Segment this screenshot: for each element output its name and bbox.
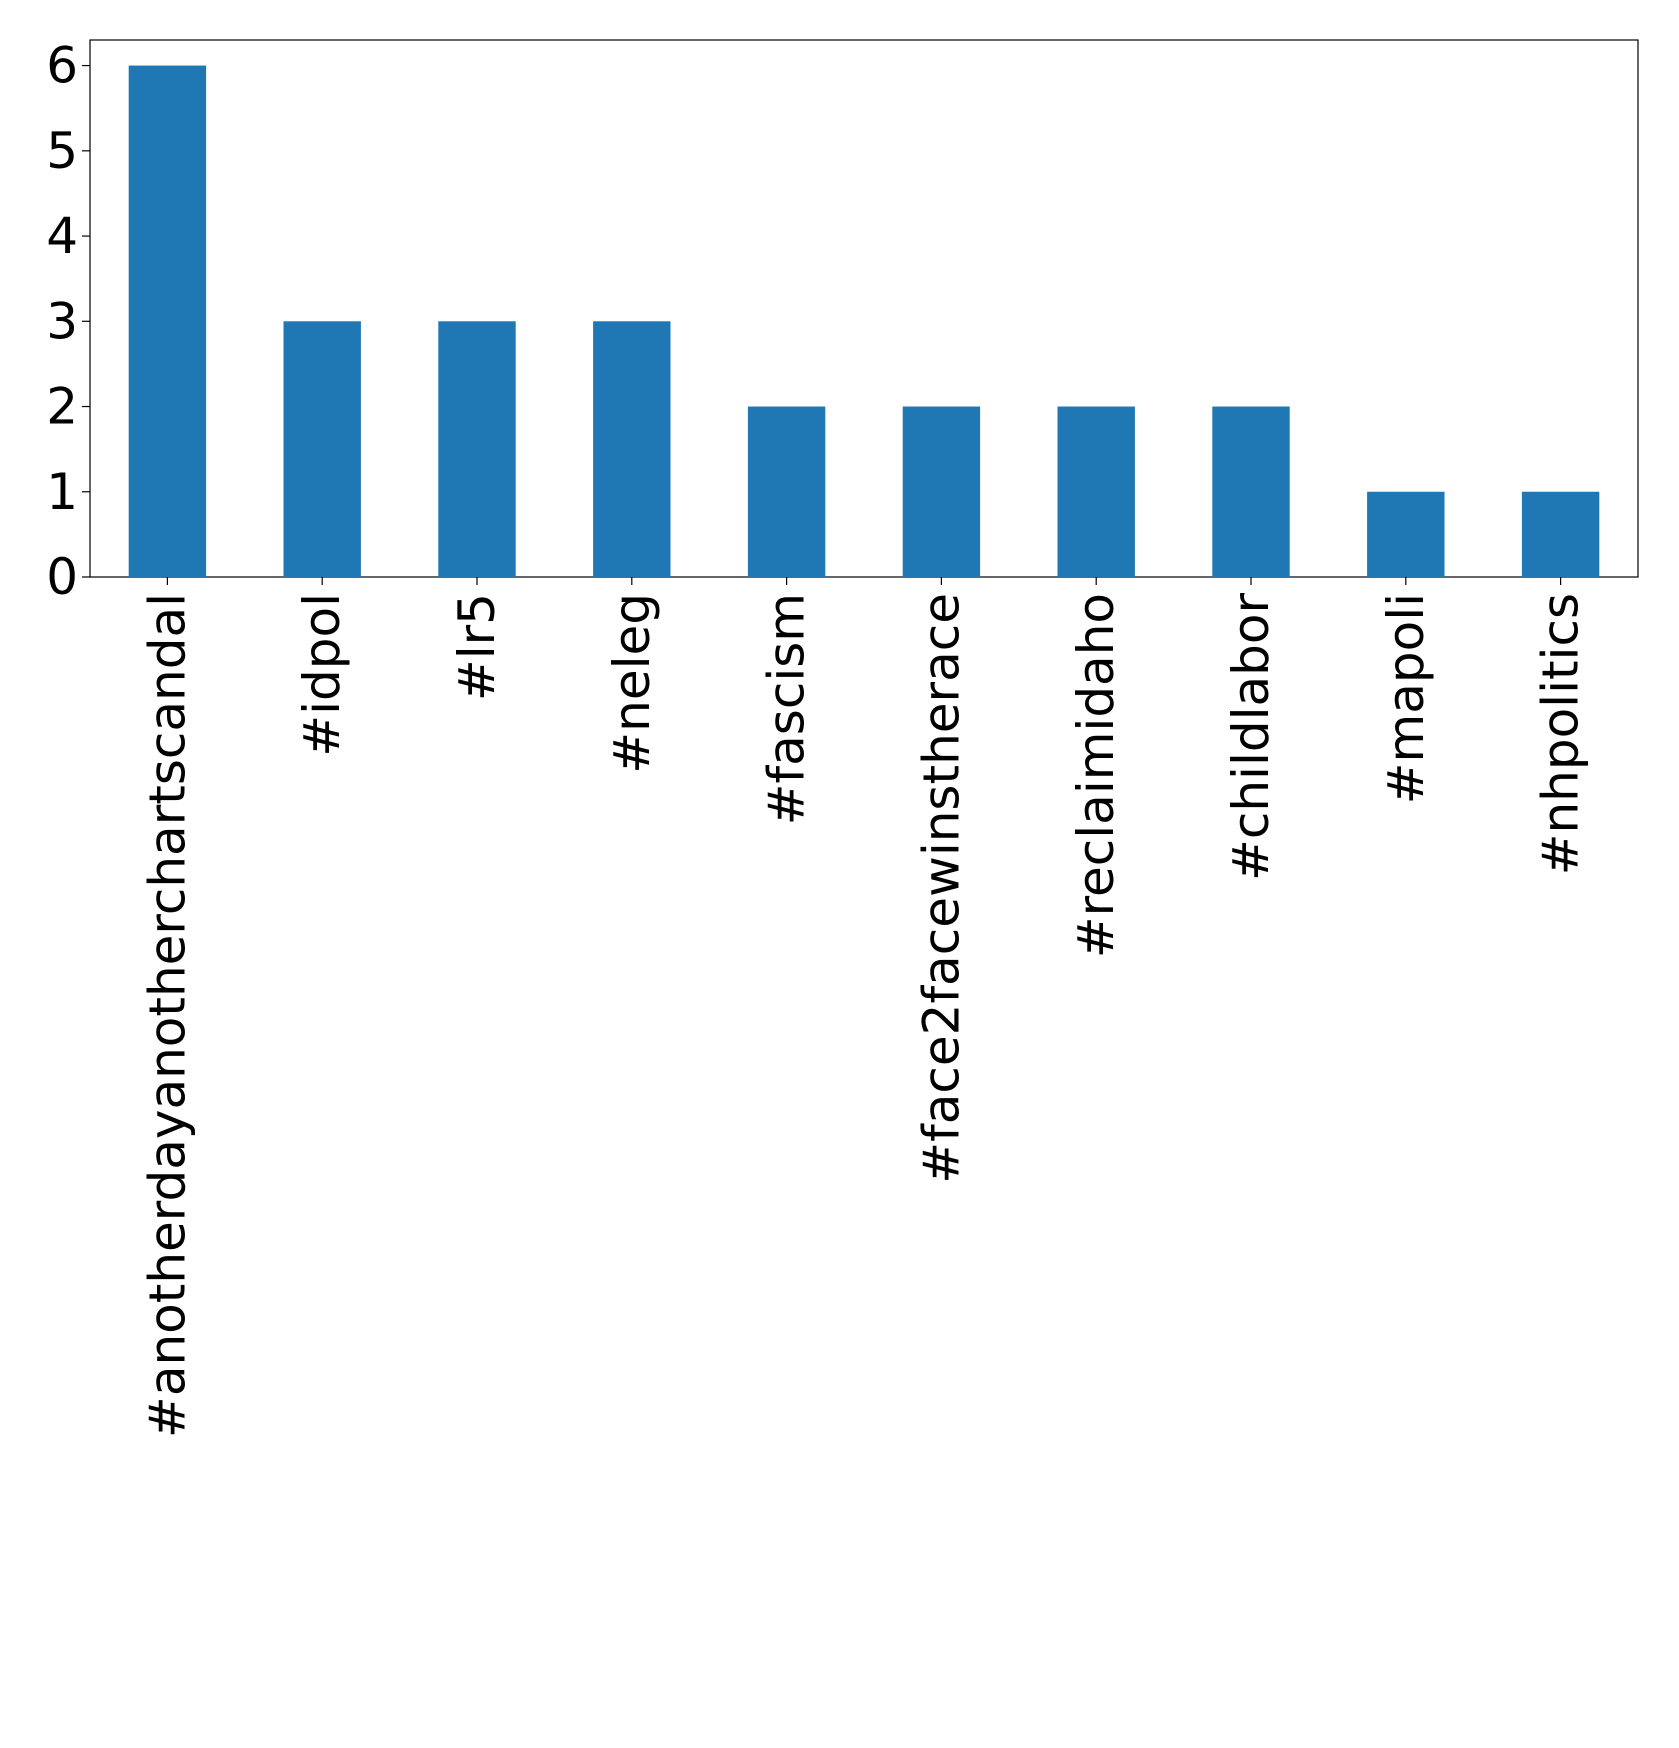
x-tick-label: #reclaimidaho (1067, 593, 1125, 958)
x-tick-label: #childlabor (1222, 593, 1280, 881)
y-tick-label: 5 (46, 122, 78, 180)
bar (747, 406, 826, 577)
y-tick-label: 4 (46, 207, 78, 265)
x-tick-label: #lr5 (448, 593, 506, 701)
y-tick-label: 1 (46, 463, 78, 521)
bar (593, 321, 671, 577)
bar (1521, 491, 1600, 577)
bar (283, 321, 361, 577)
y-tick-label: 3 (46, 292, 78, 350)
bar (128, 65, 207, 578)
x-tick-label: #face2facewinstherace (912, 593, 970, 1184)
x-tick-label: #anotherdayanotherchartscandal (138, 593, 196, 1438)
y-tick-label: 6 (46, 37, 78, 95)
x-tick-label: #idpol (293, 593, 351, 757)
plot-area-frame (89, 39, 1639, 578)
bar (902, 406, 981, 577)
x-tick-label: #nhpolitics (1532, 593, 1590, 875)
x-tick-label: #mapoli (1377, 593, 1435, 804)
bar (1367, 491, 1445, 577)
bars-group (128, 65, 1600, 578)
x-tick-label: #fascism (758, 593, 816, 825)
bar (1057, 406, 1135, 577)
y-tick-label: 2 (46, 378, 78, 436)
bar (1212, 406, 1290, 577)
y-tick-label: 0 (46, 548, 78, 606)
x-tick-label: #neleg (603, 593, 661, 774)
bar (438, 321, 516, 577)
y-axis-ticks: 0 1 2 3 4 5 6 (46, 37, 90, 606)
x-axis-ticks: #anotherdayanotherchartscandal #idpol #lr5… (138, 577, 1590, 1438)
